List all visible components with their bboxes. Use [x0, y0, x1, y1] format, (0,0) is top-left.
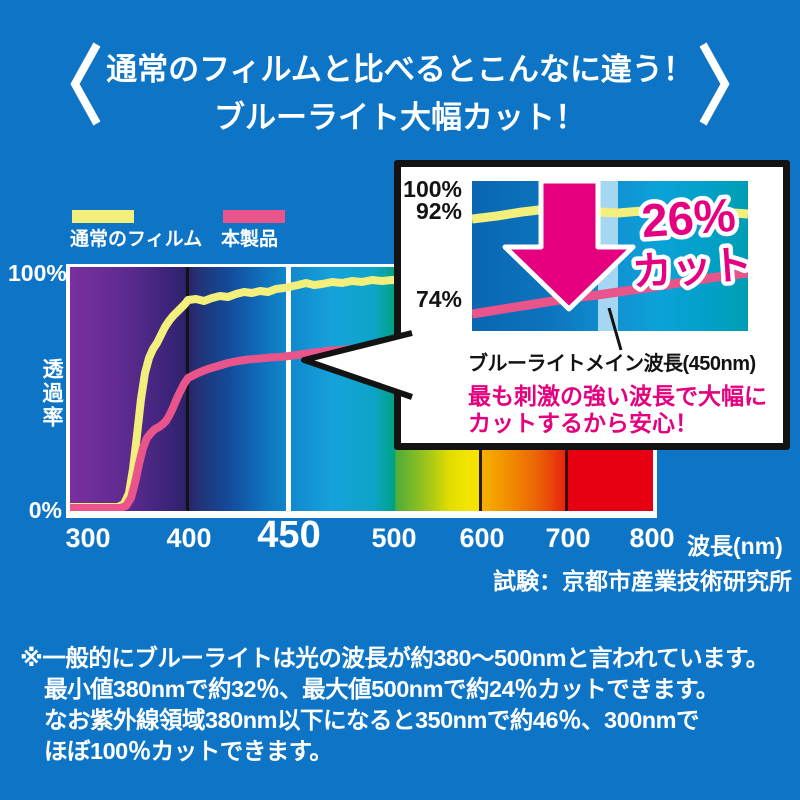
inset-label-100pct: 100%	[403, 176, 462, 202]
inset-product-curve	[472, 268, 748, 319]
footnote-line-1: ※一般的にブルーライトは光の波長が約380〜500nmと言われています。	[20, 645, 769, 671]
test-credit: 試験：京都市産業技術研究所	[493, 568, 792, 594]
transmittance-curves	[70, 276, 408, 511]
callout-tail	[301, 330, 413, 400]
marker-line-450nm	[286, 267, 291, 511]
highlight-note-line2: カットするから安心！	[468, 410, 698, 436]
footnote-line-2: 最小値380nmで約32％、最大値500nmで約24％カットできます。	[44, 676, 719, 702]
footnote-line-4: ほぼ100％カットできます。	[44, 738, 333, 764]
legend-label-normal-film: 通常のフィルム	[70, 229, 203, 250]
x-tick-800: 800	[629, 523, 675, 553]
x-tick-500: 500	[371, 523, 417, 553]
legend-swatch-normal-film	[72, 210, 134, 223]
down-arrow-icon	[502, 181, 636, 312]
highlight-note-line1: 最も刺激の強い波長で大幅に	[468, 383, 767, 409]
y-axis-min-label: 0%	[28, 497, 62, 523]
inset-normal-film-curve	[472, 204, 748, 224]
inset-zoom-chart	[472, 181, 748, 331]
x-tick-300: 300	[65, 523, 111, 553]
normal-film-curve	[70, 276, 408, 511]
inset-label-74pct: 74%	[415, 286, 462, 312]
cut-word-text: カット	[631, 243, 754, 292]
x-tick-450: 450	[257, 514, 321, 556]
x-tick-600: 600	[459, 523, 505, 553]
x-axis-unit-label: 波長(nm)	[687, 533, 783, 559]
wavelength-note: ブルーライトメイン波長(450nm)	[468, 353, 756, 375]
cut-callout: 26% カット	[626, 186, 758, 292]
legend-swatch-product	[223, 210, 285, 223]
inset-label-92pct: 92%	[415, 198, 462, 224]
header-line1: 通常のフィルムと比べるとこんなに違う！	[106, 52, 694, 87]
x-tick-700: 700	[545, 523, 591, 553]
inset-curves	[472, 181, 748, 319]
y-axis-max-label: 100%	[8, 260, 67, 286]
header-line2: ブルーライト大幅カット！	[214, 100, 586, 135]
x-tick-400: 400	[166, 523, 212, 553]
legend-label-product: 本製品	[221, 229, 279, 250]
right-angle-bracket-icon	[699, 42, 730, 126]
marker-line-400nm	[186, 267, 189, 511]
product-curve	[70, 345, 355, 511]
cut-value-text: 26%	[640, 188, 738, 247]
left-angle-bracket-icon	[70, 42, 101, 126]
y-axis-title: 透過率	[40, 358, 63, 430]
footnote-line-3: なお紫外線領域380nm以下になると350nmで約46％、300nmで	[44, 707, 700, 733]
pointer-line	[607, 307, 623, 351]
